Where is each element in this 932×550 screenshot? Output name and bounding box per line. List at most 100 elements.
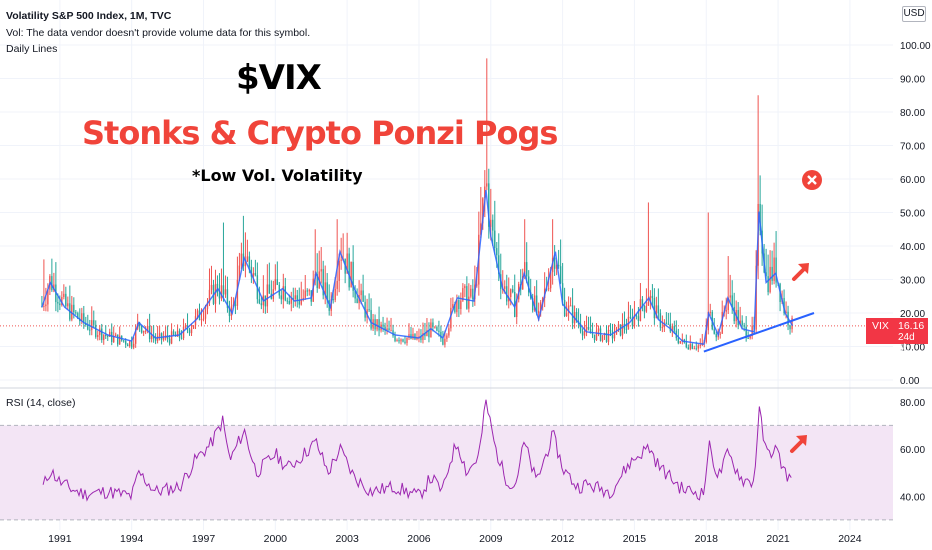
candle-body bbox=[117, 334, 119, 345]
candle-body bbox=[416, 337, 418, 340]
candle-body bbox=[563, 299, 566, 317]
price-axis-tick: 90.00 bbox=[900, 75, 925, 86]
candle-body bbox=[745, 326, 747, 338]
candle-body bbox=[645, 305, 648, 312]
candle-body bbox=[284, 286, 286, 301]
candle-body bbox=[202, 318, 205, 320]
candle-body bbox=[450, 307, 452, 329]
bar-countdown: 24d 5h bbox=[898, 332, 915, 354]
candle-body bbox=[454, 303, 456, 313]
candle-body bbox=[226, 289, 229, 308]
candle-body bbox=[83, 313, 85, 324]
time-axis-tick: 2006 bbox=[407, 533, 431, 545]
candle-body bbox=[695, 348, 697, 350]
symbol-title[interactable]: Volatility S&P 500 Index, 1M, TVC bbox=[6, 10, 172, 22]
candle-body bbox=[392, 330, 394, 336]
candle-body bbox=[144, 330, 147, 332]
price-axis-tick: 10.00 bbox=[900, 343, 925, 354]
candle-body bbox=[462, 288, 464, 301]
rsi-label[interactable]: RSI (14, close) bbox=[6, 397, 76, 409]
ticker-annotation: $VIX bbox=[236, 58, 322, 98]
candle-body bbox=[531, 298, 534, 311]
candle-body bbox=[412, 333, 414, 339]
candle-body bbox=[180, 337, 183, 339]
candle-body bbox=[731, 295, 733, 307]
candle-body bbox=[376, 319, 378, 330]
candle-body bbox=[386, 328, 388, 330]
candle-body bbox=[73, 304, 75, 313]
candle-body bbox=[234, 304, 237, 306]
candle-body bbox=[697, 345, 699, 349]
candle-body bbox=[693, 348, 695, 350]
candle-body bbox=[438, 330, 440, 332]
candle-body bbox=[665, 322, 668, 324]
rsi-axis-tick: 40.00 bbox=[900, 492, 925, 503]
candle-body bbox=[296, 295, 298, 300]
candle-body bbox=[338, 260, 340, 281]
candle-body bbox=[440, 331, 442, 339]
candle-body bbox=[713, 329, 715, 334]
candle-body bbox=[81, 313, 83, 322]
candle-body bbox=[246, 256, 249, 262]
candle-body bbox=[559, 266, 562, 284]
candle-body bbox=[124, 341, 127, 345]
candle-body bbox=[240, 253, 243, 266]
headline-annotation: Stonks & Crypto Ponzi Pogs bbox=[82, 114, 558, 152]
candle-body bbox=[522, 275, 524, 290]
up-arrow-icon-head bbox=[798, 263, 809, 274]
candle-body bbox=[236, 279, 239, 306]
candle-body bbox=[741, 320, 743, 326]
candle-body bbox=[785, 311, 787, 314]
moving-average-line bbox=[41, 189, 794, 345]
candle-body bbox=[448, 328, 450, 336]
candle-body bbox=[294, 295, 296, 300]
indicator-label[interactable]: Daily Lines bbox=[6, 43, 58, 55]
candle-body bbox=[93, 320, 95, 325]
candle-body bbox=[567, 305, 570, 314]
candle-body bbox=[436, 327, 438, 331]
candle-body bbox=[414, 333, 416, 340]
price-axis-tick: 50.00 bbox=[900, 209, 925, 220]
candle-body bbox=[248, 256, 251, 267]
candle-body bbox=[516, 299, 518, 318]
candle-body bbox=[101, 328, 103, 341]
candle-body bbox=[498, 255, 500, 275]
support-trendline[interactable] bbox=[703, 312, 815, 353]
candle-body bbox=[571, 305, 574, 324]
candle-body bbox=[43, 306, 45, 308]
candle-body bbox=[486, 183, 488, 187]
candle-body bbox=[45, 304, 47, 307]
candle-body bbox=[290, 298, 292, 304]
candle-body bbox=[444, 338, 446, 345]
candle-body bbox=[274, 279, 277, 290]
candle-body bbox=[504, 286, 506, 289]
candle-body bbox=[707, 311, 709, 331]
candle-body bbox=[396, 340, 398, 342]
candle-body bbox=[539, 302, 542, 311]
candle-body bbox=[727, 297, 729, 311]
candle-body bbox=[196, 310, 199, 317]
candle-body bbox=[122, 340, 125, 342]
candle-body bbox=[547, 288, 550, 290]
candle-body bbox=[709, 311, 711, 313]
candle-body bbox=[579, 324, 582, 332]
candle-body bbox=[775, 257, 777, 283]
candle-body bbox=[404, 341, 406, 343]
candle-body bbox=[326, 282, 328, 301]
price-axis-tick: 70.00 bbox=[900, 142, 925, 153]
candle-body bbox=[59, 303, 61, 306]
candle-body bbox=[607, 329, 610, 342]
candle-body bbox=[184, 325, 187, 327]
candle-body bbox=[593, 334, 596, 341]
candle-body bbox=[739, 320, 741, 325]
candle-body bbox=[304, 290, 306, 298]
candle-body bbox=[428, 330, 430, 338]
candle-body bbox=[368, 309, 370, 311]
candle-body bbox=[95, 324, 97, 337]
candle-body bbox=[526, 262, 528, 277]
currency-selector[interactable]: USD bbox=[902, 6, 926, 22]
candle-body bbox=[115, 334, 117, 337]
candle-body bbox=[119, 335, 121, 345]
candle-body bbox=[254, 272, 257, 276]
